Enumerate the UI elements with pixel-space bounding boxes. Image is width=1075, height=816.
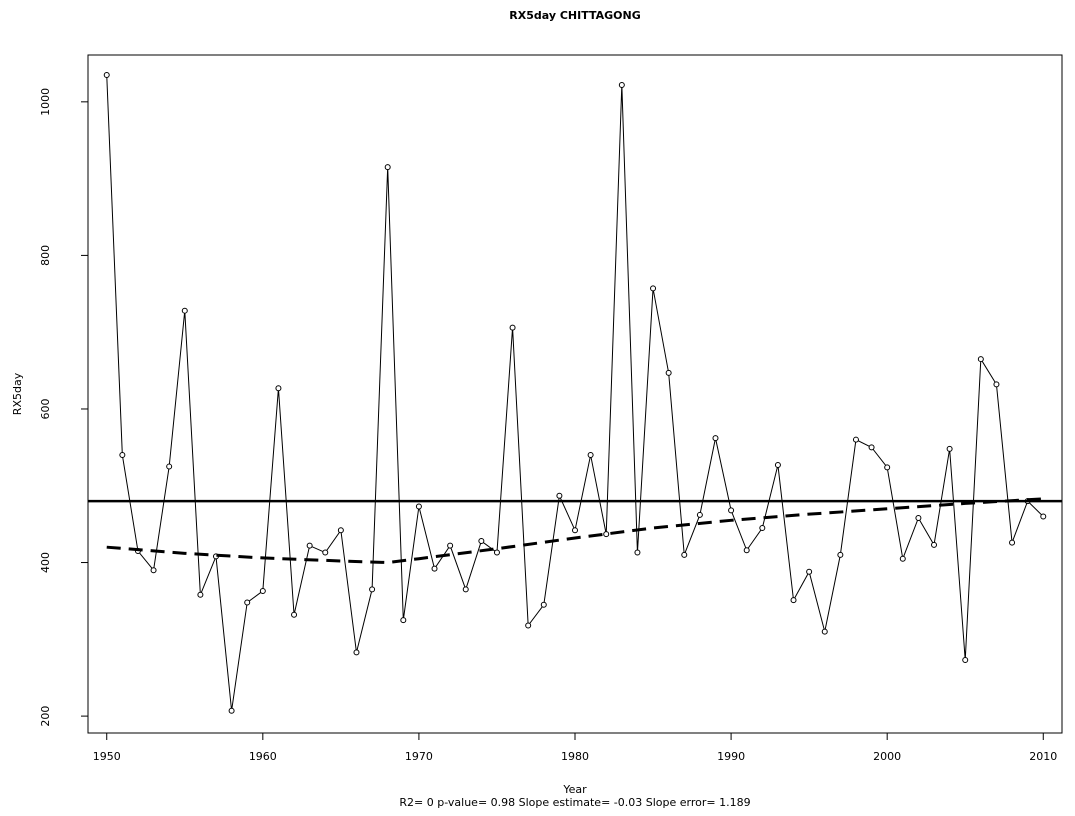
y-tick-label: 400 xyxy=(39,552,52,573)
x-tick-label: 1990 xyxy=(717,750,745,763)
data-point xyxy=(415,503,422,510)
data-point xyxy=(478,538,485,545)
data-point xyxy=(743,547,750,554)
series-line xyxy=(106,74,1044,711)
data-point xyxy=(696,511,703,518)
data-point xyxy=(244,599,251,606)
data-point xyxy=(322,549,329,556)
data-point xyxy=(493,549,500,556)
data-point xyxy=(634,549,641,556)
x-tick-label: 1960 xyxy=(249,750,277,763)
data-point xyxy=(384,164,391,171)
x-tick-label: 1950 xyxy=(93,750,121,763)
data-point xyxy=(400,617,407,624)
chart-title: RX5day CHITTAGONG xyxy=(509,9,640,22)
trend-line xyxy=(106,497,1044,565)
data-point xyxy=(618,81,625,88)
data-point xyxy=(103,71,110,78)
data-point xyxy=(587,452,594,459)
data-point xyxy=(166,463,173,470)
data-point xyxy=(119,452,126,459)
data-point xyxy=(556,492,563,499)
data-point xyxy=(150,567,157,574)
data-point xyxy=(868,444,875,451)
data-point xyxy=(1009,539,1016,546)
data-point xyxy=(603,531,610,538)
data-point xyxy=(915,515,922,522)
data-point xyxy=(728,507,735,514)
data-point xyxy=(806,568,813,575)
data-point xyxy=(509,324,516,331)
data-point xyxy=(337,527,344,534)
data-point xyxy=(306,542,313,549)
data-point xyxy=(946,445,953,452)
x-tick-label: 2000 xyxy=(873,750,901,763)
y-tick-label: 200 xyxy=(39,706,52,727)
data-point xyxy=(821,628,828,635)
y-tick-label: 800 xyxy=(39,245,52,266)
data-point xyxy=(572,527,578,534)
data-point xyxy=(774,462,781,469)
data-point xyxy=(431,565,438,572)
x-tick-label: 2010 xyxy=(1029,750,1057,763)
y-axis-label: RX5day xyxy=(11,372,24,415)
data-point xyxy=(447,542,454,549)
data-point xyxy=(181,307,188,314)
data-point xyxy=(852,436,859,443)
x-axis-label: Year xyxy=(562,783,587,796)
data-point xyxy=(899,555,906,562)
data-point xyxy=(884,464,891,471)
data-point xyxy=(962,657,969,664)
data-point xyxy=(837,551,844,558)
x-tick-label: 1980 xyxy=(561,750,589,763)
data-point xyxy=(228,707,235,714)
data-point xyxy=(259,587,266,594)
data-point xyxy=(369,586,376,593)
data-point xyxy=(712,435,719,442)
plot-frame xyxy=(87,54,1063,734)
data-point xyxy=(681,551,688,558)
footnote: R2= 0 p-value= 0.98 Slope estimate= -0.0… xyxy=(399,796,750,809)
data-point xyxy=(759,524,766,531)
y-tick-label: 600 xyxy=(39,398,52,419)
y-tick-label: 1000 xyxy=(39,88,52,116)
data-point xyxy=(977,356,984,363)
data-point xyxy=(197,591,204,598)
x-tick-label: 1970 xyxy=(405,750,433,763)
data-point xyxy=(790,597,797,604)
data-point xyxy=(462,586,469,593)
data-point xyxy=(650,285,657,292)
data-point xyxy=(525,622,532,629)
data-point xyxy=(540,601,547,608)
data-point xyxy=(353,649,360,656)
data-point xyxy=(1040,513,1047,520)
data-point xyxy=(291,611,298,618)
data-point xyxy=(665,369,672,376)
data-point xyxy=(931,541,938,548)
data-point xyxy=(993,381,1000,388)
data-point xyxy=(275,385,282,392)
